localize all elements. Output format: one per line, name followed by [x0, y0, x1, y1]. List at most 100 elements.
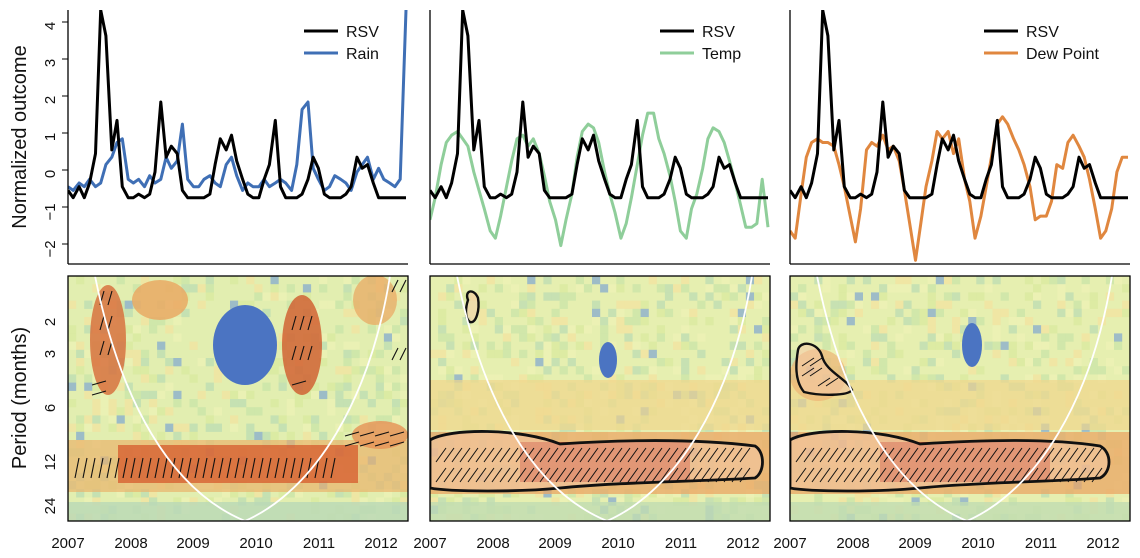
heatmap-cell — [822, 284, 831, 293]
heatmap-cell — [165, 366, 174, 375]
heatmap-cell — [278, 382, 287, 391]
x-tick-labels: 2007 2008 2009 2010 2011 2012 — [51, 535, 397, 552]
heatmap-cell — [286, 489, 295, 498]
heatmap-cell — [551, 317, 560, 326]
heatmap-cell — [124, 325, 133, 334]
heatmap-cell — [213, 374, 222, 383]
heatmap-cell — [375, 497, 384, 506]
heatmap-cell — [230, 399, 239, 408]
heatmap-cell — [754, 300, 763, 309]
heatmap-cell — [1057, 333, 1066, 342]
heatmap-high-region — [430, 380, 770, 430]
heatmap-cell — [205, 276, 214, 285]
heatmap-cell — [157, 317, 166, 326]
heatmap-cell — [943, 300, 953, 309]
heatmap-cell — [68, 341, 77, 350]
heatmap-cell — [705, 276, 714, 285]
heatmap-cell — [1065, 497, 1074, 506]
heatmap-cell — [968, 366, 977, 375]
heatmap-cell — [454, 374, 463, 383]
x-tick-label: 2010 — [239, 535, 272, 552]
heatmap-cell — [1024, 276, 1034, 285]
heatmap-cell — [754, 325, 763, 334]
heatmap-cell — [1122, 497, 1130, 506]
heatmap-cell — [624, 333, 633, 342]
heatmap-cell — [270, 366, 279, 375]
heatmap-cell — [197, 284, 206, 293]
heatmap-cell — [140, 358, 150, 367]
heatmap-cell — [392, 366, 401, 375]
heatmap-cell — [319, 284, 328, 293]
heatmap-cell — [705, 317, 714, 326]
heatmap-cell — [189, 399, 198, 408]
heatmap-cell — [92, 423, 101, 432]
heatmap-cell — [935, 333, 944, 342]
heatmap-cell — [302, 415, 312, 424]
heatmap-cell — [1000, 292, 1009, 301]
heatmap-cell — [92, 415, 101, 424]
heatmap-cell — [1089, 366, 1098, 375]
heatmap-cell — [124, 399, 133, 408]
heatmap-cell — [846, 276, 855, 285]
heatmap-cell — [84, 423, 93, 432]
heatmap-cell — [1065, 358, 1074, 367]
heatmap-cell — [494, 325, 503, 334]
heatmap-cell — [100, 399, 109, 408]
heatmap-cell — [470, 366, 479, 375]
heatmap-cell — [762, 325, 770, 334]
heatmap-cell — [559, 497, 568, 506]
heatmap-cell — [124, 489, 133, 498]
heatmap-cell — [343, 399, 352, 408]
heatmap-cell — [502, 341, 512, 350]
heatmap-cell — [919, 284, 928, 293]
heatmap-cell — [262, 308, 271, 318]
heatmap-cell — [270, 497, 279, 506]
arrow-field — [801, 357, 839, 387]
heatmap-cell — [527, 325, 536, 334]
y-tick-labels: −2 −1 0 1 2 3 4 — [42, 22, 59, 258]
heatmap-cell — [640, 308, 649, 318]
heatmap-cell — [976, 292, 985, 301]
series-line-dewpoint — [790, 115, 1128, 262]
heatmap-cell — [149, 374, 158, 383]
heatmap-cell — [689, 341, 698, 350]
heatmap-cell — [351, 349, 360, 359]
heatmap-cell — [238, 497, 247, 506]
heatmap-cell — [1033, 374, 1042, 383]
heatmap-cell — [648, 349, 657, 359]
series-line-rsv — [790, 10, 1128, 200]
heatmap-cell — [1089, 325, 1098, 334]
series-line-rsv — [68, 10, 406, 200]
heatmap-cell — [116, 276, 125, 285]
heatmap-cell — [367, 325, 376, 334]
x-tick-label: 2008 — [114, 535, 147, 552]
heatmap-cell — [1033, 300, 1042, 309]
heatmap-cell — [903, 276, 912, 285]
legend-label-dewpoint: Dew Point — [1026, 46, 1099, 63]
heatmap-cell — [567, 325, 576, 334]
heatmap-cell — [608, 374, 617, 383]
heatmap-cell — [713, 300, 722, 309]
heatmap-cell — [575, 276, 584, 285]
heatmap-cell — [559, 317, 568, 326]
heatmap-cell — [84, 382, 93, 391]
heatmap-cell — [278, 292, 287, 301]
heatmap-cell — [1000, 308, 1009, 318]
heatmap-cell — [124, 349, 133, 359]
heatmap-cell — [543, 349, 552, 359]
heatmap-cell — [68, 333, 77, 342]
heatmap-cell — [592, 317, 601, 326]
heatmap-cell — [1016, 333, 1025, 342]
heatmap-cell — [1081, 333, 1090, 342]
heatmap-low-region — [599, 342, 617, 378]
heatmap-cell — [1000, 374, 1009, 383]
heatmap-cell — [705, 292, 714, 301]
heatmap-cell — [1016, 308, 1025, 318]
heatmap-cell — [871, 300, 880, 309]
heatmap-cell — [197, 300, 206, 309]
heatmap-cell — [919, 358, 928, 367]
heatmap-cell — [721, 358, 730, 367]
heatmap-cell — [238, 390, 247, 400]
heatmap-cell — [108, 415, 117, 424]
heatmap-cell — [616, 300, 625, 309]
